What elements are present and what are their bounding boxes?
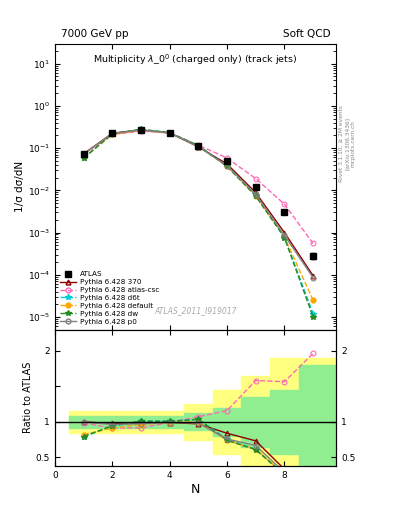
Text: Rivet 3.1.10, ≥ 2M events: Rivet 3.1.10, ≥ 2M events bbox=[339, 105, 344, 182]
Pythia 6.428 atlas-csc bbox=[253, 176, 258, 182]
Pythia 6.428 p0 bbox=[167, 130, 172, 136]
Pythia 6.428 default bbox=[110, 132, 115, 138]
Line: Pythia 6.428 atlas-csc: Pythia 6.428 atlas-csc bbox=[81, 129, 316, 246]
Pythia 6.428 d6t bbox=[311, 311, 316, 317]
Pythia 6.428 p0 bbox=[139, 127, 143, 133]
Pythia 6.428 p0 bbox=[282, 232, 287, 239]
Pythia 6.428 dw bbox=[139, 126, 143, 133]
Pythia 6.428 default bbox=[253, 193, 258, 199]
X-axis label: N: N bbox=[191, 482, 200, 496]
Text: Soft QCD: Soft QCD bbox=[283, 29, 331, 39]
Pythia 6.428 p0 bbox=[110, 131, 115, 137]
Pythia 6.428 atlas-csc bbox=[167, 130, 172, 136]
Pythia 6.428 atlas-csc bbox=[225, 155, 230, 161]
Pythia 6.428 d6t bbox=[167, 130, 172, 136]
Pythia 6.428 p0 bbox=[253, 191, 258, 198]
Pythia 6.428 dw bbox=[311, 314, 316, 320]
Pythia 6.428 default bbox=[139, 127, 143, 133]
Pythia 6.428 default bbox=[167, 130, 172, 136]
Pythia 6.428 d6t bbox=[110, 131, 115, 137]
Text: ATLAS_2011_I919017: ATLAS_2011_I919017 bbox=[154, 306, 237, 315]
Pythia 6.428 370 bbox=[110, 130, 115, 136]
Pythia 6.428 p0 bbox=[311, 274, 316, 281]
Pythia 6.428 d6t bbox=[196, 143, 201, 149]
Pythia 6.428 dw bbox=[167, 130, 172, 136]
Pythia 6.428 dw bbox=[81, 155, 86, 161]
Pythia 6.428 p0 bbox=[81, 151, 86, 157]
Text: [arXiv:1306.3436]: [arXiv:1306.3436] bbox=[345, 117, 350, 170]
Pythia 6.428 d6t bbox=[282, 234, 287, 240]
Pythia 6.428 dw bbox=[196, 143, 201, 149]
Line: Pythia 6.428 p0: Pythia 6.428 p0 bbox=[81, 127, 316, 280]
Pythia 6.428 atlas-csc bbox=[282, 201, 287, 207]
Pythia 6.428 d6t bbox=[139, 126, 143, 133]
Pythia 6.428 370 bbox=[253, 189, 258, 196]
Text: Multiplicity $\lambda\_0^0$ (charged only) (track jets): Multiplicity $\lambda\_0^0$ (charged onl… bbox=[94, 52, 298, 67]
Legend: ATLAS, Pythia 6.428 370, Pythia 6.428 atlas-csc, Pythia 6.428 d6t, Pythia 6.428 : ATLAS, Pythia 6.428 370, Pythia 6.428 at… bbox=[59, 270, 160, 326]
Text: mcplots.cern.ch: mcplots.cern.ch bbox=[351, 120, 356, 167]
Pythia 6.428 default bbox=[225, 163, 230, 169]
Pythia 6.428 370 bbox=[167, 130, 172, 136]
Pythia 6.428 atlas-csc bbox=[311, 241, 316, 247]
Pythia 6.428 atlas-csc bbox=[139, 128, 143, 134]
Pythia 6.428 d6t bbox=[81, 155, 86, 161]
Pythia 6.428 p0 bbox=[225, 163, 230, 169]
Pythia 6.428 p0 bbox=[196, 143, 201, 150]
Pythia 6.428 370 bbox=[311, 272, 316, 279]
Pythia 6.428 atlas-csc bbox=[81, 151, 86, 157]
Pythia 6.428 dw bbox=[110, 131, 115, 137]
Pythia 6.428 370 bbox=[225, 161, 230, 167]
Line: Pythia 6.428 d6t: Pythia 6.428 d6t bbox=[81, 126, 316, 316]
Pythia 6.428 d6t bbox=[253, 193, 258, 199]
Pythia 6.428 atlas-csc bbox=[196, 142, 201, 148]
Pythia 6.428 370 bbox=[81, 151, 86, 157]
Pythia 6.428 dw bbox=[253, 193, 258, 199]
Y-axis label: 1/σ dσ/dN: 1/σ dσ/dN bbox=[15, 161, 25, 212]
Line: Pythia 6.428 default: Pythia 6.428 default bbox=[81, 128, 316, 303]
Pythia 6.428 atlas-csc bbox=[110, 132, 115, 138]
Pythia 6.428 default bbox=[196, 143, 201, 150]
Pythia 6.428 370 bbox=[282, 229, 287, 236]
Line: Pythia 6.428 370: Pythia 6.428 370 bbox=[81, 127, 316, 278]
Text: 7000 GeV pp: 7000 GeV pp bbox=[61, 29, 128, 39]
Pythia 6.428 default bbox=[282, 234, 287, 240]
Pythia 6.428 d6t bbox=[225, 163, 230, 169]
Y-axis label: Ratio to ATLAS: Ratio to ATLAS bbox=[23, 362, 33, 434]
Pythia 6.428 370 bbox=[139, 127, 143, 133]
Pythia 6.428 default bbox=[81, 155, 86, 161]
Line: Pythia 6.428 dw: Pythia 6.428 dw bbox=[81, 126, 316, 319]
Pythia 6.428 dw bbox=[225, 163, 230, 169]
Pythia 6.428 dw bbox=[282, 234, 287, 241]
Pythia 6.428 default bbox=[311, 297, 316, 303]
Pythia 6.428 370 bbox=[196, 144, 201, 150]
